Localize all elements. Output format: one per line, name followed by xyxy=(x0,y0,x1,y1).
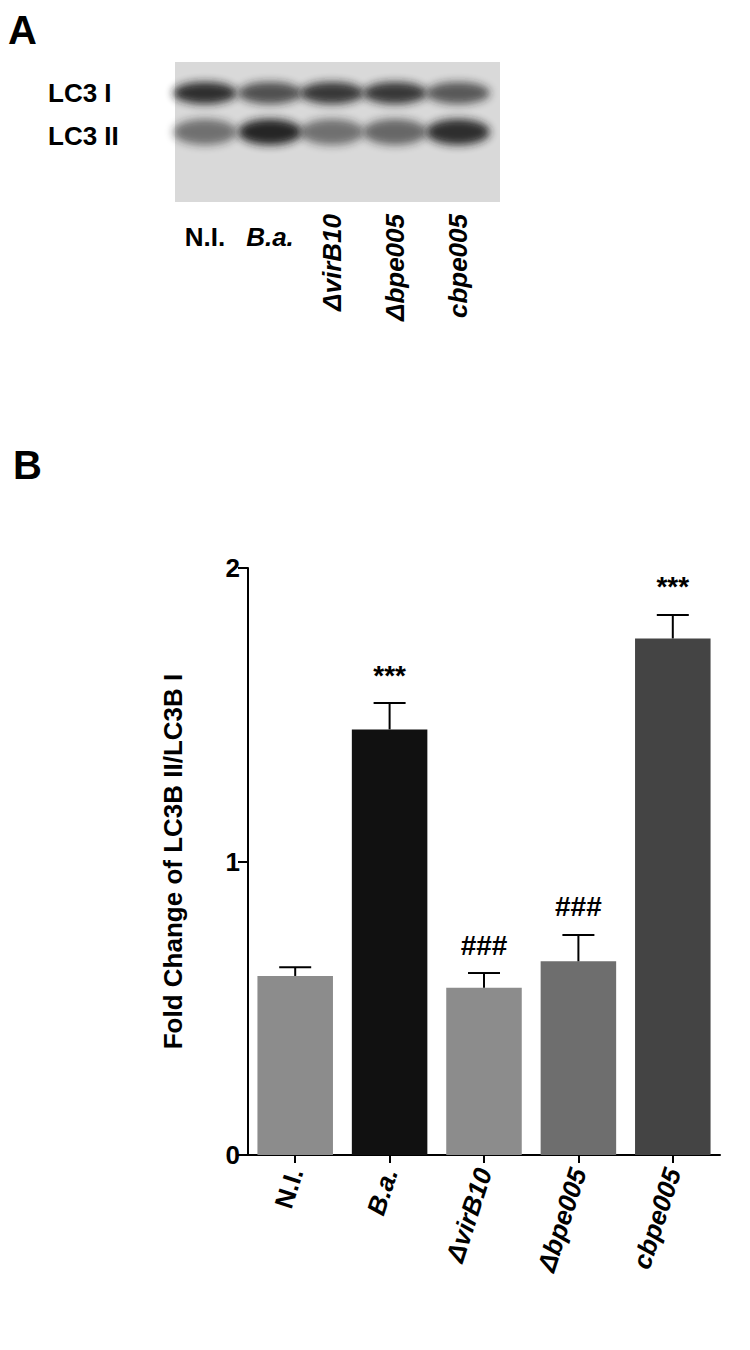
svg-text:Fold Change of LC3B II/LC3B I: Fold Change of LC3B II/LC3B I xyxy=(158,674,188,1050)
svg-text:B.a.: B.a. xyxy=(361,1164,404,1219)
svg-text:LC3 I: LC3 I xyxy=(48,78,112,108)
svg-text:Δbpe005: Δbpe005 xyxy=(380,213,410,322)
svg-text:cbpe005: cbpe005 xyxy=(626,1164,687,1273)
svg-text:***: *** xyxy=(373,660,406,691)
svg-text:Δbpe005: Δbpe005 xyxy=(531,1164,593,1277)
svg-text:1: 1 xyxy=(226,847,240,877)
svg-text:cbpe005: cbpe005 xyxy=(443,213,473,318)
svg-text:***: *** xyxy=(656,571,689,602)
svg-text:0: 0 xyxy=(226,1140,240,1170)
svg-text:ΔvirB10: ΔvirB10 xyxy=(317,213,347,311)
svg-text:###: ### xyxy=(555,891,602,922)
svg-text:ΔvirB10: ΔvirB10 xyxy=(439,1164,498,1267)
svg-text:LC3 II: LC3 II xyxy=(48,121,119,151)
svg-text:B.a.: B.a. xyxy=(246,222,294,252)
svg-text:2: 2 xyxy=(226,553,240,583)
svg-text:B: B xyxy=(13,443,42,487)
svg-text:###: ### xyxy=(461,930,508,961)
svg-text:N.I.: N.I. xyxy=(268,1164,309,1212)
svg-text:N.I.: N.I. xyxy=(185,222,225,252)
svg-text:A: A xyxy=(8,8,37,52)
